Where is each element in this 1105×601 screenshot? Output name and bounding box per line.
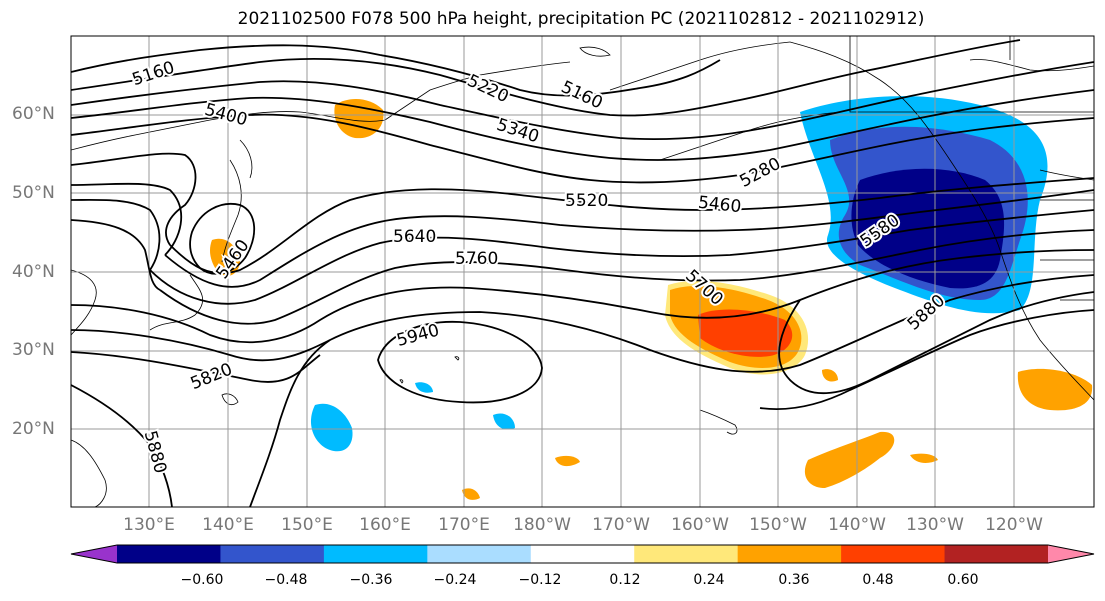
contour-label: 5640 xyxy=(393,227,436,247)
colorbar-extend-low xyxy=(71,545,117,563)
colorbar-segment xyxy=(323,545,428,563)
lon-label: 170°W xyxy=(592,515,650,535)
colorbar-tick-label: 0.48 xyxy=(862,572,894,588)
precip-positive-strong xyxy=(698,309,793,357)
lon-label: 150°E xyxy=(281,515,333,535)
lon-label: 130°E xyxy=(123,515,175,535)
contour-label: 5520 xyxy=(565,191,608,211)
colorbar-tick-label: −0.12 xyxy=(518,572,562,588)
colorbar-segment xyxy=(634,545,739,563)
lat-label: 50°N xyxy=(12,183,55,203)
colorbar-tick-label: −0.36 xyxy=(349,572,393,588)
lon-label: 130°W xyxy=(906,515,964,535)
colorbar-segment xyxy=(841,545,946,563)
colorbar-segment xyxy=(944,545,1049,563)
colorbar-tick-label: −0.24 xyxy=(433,572,477,588)
lon-label: 180°W xyxy=(513,515,571,535)
lat-label: 60°N xyxy=(12,104,55,124)
colorbar-segment xyxy=(530,545,635,563)
lon-label: 140°E xyxy=(202,515,254,535)
colorbar-tick-label: 0.36 xyxy=(778,572,810,588)
colorbar-segment xyxy=(427,545,532,563)
colorbar-tick-label: −0.48 xyxy=(264,572,308,588)
colorbar-tick-label: 0.12 xyxy=(609,572,641,588)
map-frame xyxy=(70,35,1095,508)
lat-label: 40°N xyxy=(12,262,55,282)
lon-label: 170°E xyxy=(438,515,490,535)
lat-label: 30°N xyxy=(12,340,55,360)
colorbar-segment xyxy=(737,545,842,563)
lon-label: 140°W xyxy=(828,515,886,535)
height-contours xyxy=(71,39,1094,507)
colorbar-outline xyxy=(70,544,1095,564)
colorbar-tick-label: −0.60 xyxy=(180,572,224,588)
lon-label: 160°E xyxy=(359,515,411,535)
lon-label: 160°W xyxy=(671,515,729,535)
colorbar-segment xyxy=(220,545,325,563)
lon-label: 150°W xyxy=(749,515,807,535)
lon-label: 120°W xyxy=(985,515,1043,535)
colorbar-extend-high xyxy=(1048,545,1094,563)
map-title: 2021102500 F078 500 hPa height, precipit… xyxy=(237,9,925,29)
colorbar-tick-label: 0.24 xyxy=(693,572,725,588)
contour-label: 5760 xyxy=(455,249,498,269)
lat-label: 20°N xyxy=(12,419,55,439)
colorbar-segment xyxy=(117,545,221,563)
colorbar-tick-label: 0.60 xyxy=(947,572,979,588)
